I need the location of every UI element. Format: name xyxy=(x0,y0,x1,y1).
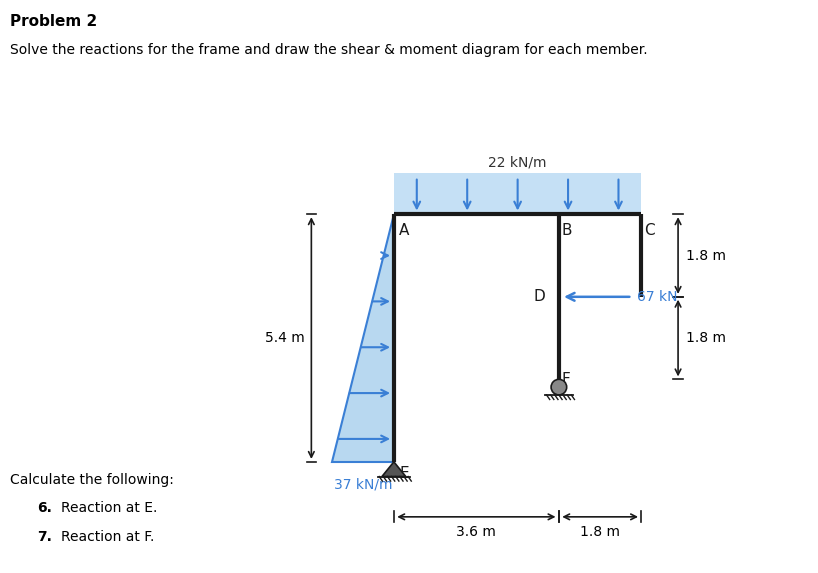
Text: C: C xyxy=(644,223,654,238)
Text: 7.: 7. xyxy=(37,530,52,544)
Polygon shape xyxy=(393,173,641,214)
Text: D: D xyxy=(533,289,545,304)
Text: Reaction at F.: Reaction at F. xyxy=(61,530,155,544)
Text: A: A xyxy=(399,223,410,238)
Text: E: E xyxy=(399,465,409,481)
Text: Calculate the following:: Calculate the following: xyxy=(10,473,173,486)
Polygon shape xyxy=(332,214,393,462)
Polygon shape xyxy=(382,462,406,477)
Text: 5.4 m: 5.4 m xyxy=(265,331,304,345)
Text: 1.8 m: 1.8 m xyxy=(580,525,620,539)
Text: 22 kN/m: 22 kN/m xyxy=(488,155,547,170)
Text: 3.6 m: 3.6 m xyxy=(456,525,497,539)
Text: Solve the reactions for the frame and draw the shear & moment diagram for each m: Solve the reactions for the frame and dr… xyxy=(10,43,647,57)
Circle shape xyxy=(551,379,567,395)
Text: Reaction at E.: Reaction at E. xyxy=(61,501,158,515)
Text: B: B xyxy=(561,223,572,238)
Text: 37 kN/m: 37 kN/m xyxy=(334,478,392,492)
Text: 1.8 m: 1.8 m xyxy=(686,249,726,262)
Text: 67 kN: 67 kN xyxy=(637,290,677,304)
Text: 1.8 m: 1.8 m xyxy=(686,331,726,345)
Text: F: F xyxy=(561,372,570,387)
Text: Problem 2: Problem 2 xyxy=(10,14,97,29)
Text: 6.: 6. xyxy=(37,501,52,515)
